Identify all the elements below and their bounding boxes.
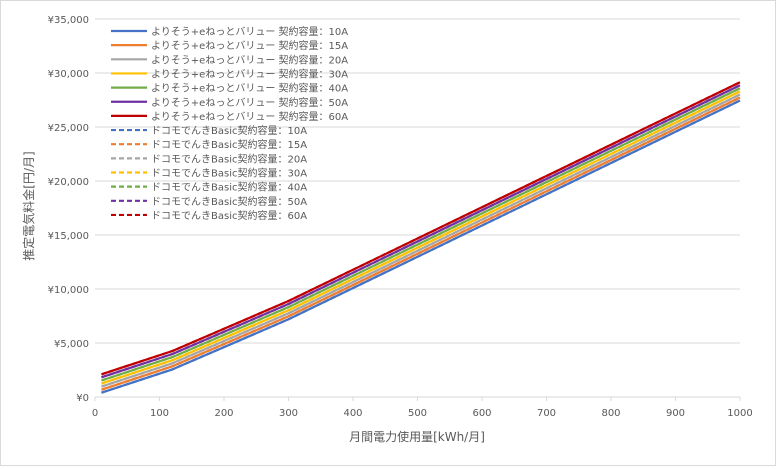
series-line-13 bbox=[101, 84, 741, 379]
y-tick-label: ¥10,000 bbox=[48, 285, 89, 296]
x-tick-label: 900 bbox=[666, 408, 685, 419]
y-tick-label: ¥35,000 bbox=[48, 15, 89, 26]
series-lines bbox=[101, 81, 741, 394]
legend-label: ドコモでんきBasic契約容量：60A bbox=[151, 209, 307, 222]
legend-label: ドコモでんきBasic契約容量：20A bbox=[151, 152, 307, 165]
series-line-10 bbox=[101, 93, 741, 388]
x-tick-label: 200 bbox=[214, 408, 233, 419]
legend-label: ドコモでんきBasic契約容量：30A bbox=[151, 167, 307, 180]
x-axis-ticks: 0 100 200 300 400 500 600 700 800 900 1000 bbox=[92, 397, 753, 419]
legend-label: よりそう+eねっとバリュー 契約容量：50A bbox=[151, 96, 348, 109]
legend-label: よりそう+eねっとバリュー 契約容量：60A bbox=[151, 110, 348, 123]
legend-label: ドコモでんきBasic契約容量：10A bbox=[151, 124, 307, 137]
x-tick-label: 500 bbox=[408, 408, 427, 419]
y-tick-label: ¥20,000 bbox=[48, 177, 89, 188]
x-tick-label: 600 bbox=[472, 408, 491, 419]
y-tick-label: ¥0 bbox=[76, 393, 89, 404]
series-line-14 bbox=[101, 81, 741, 376]
series-line-9 bbox=[101, 96, 741, 391]
x-tick-label: 1000 bbox=[727, 408, 752, 419]
legend-label: ドコモでんきBasic契約容量：15A bbox=[151, 138, 307, 151]
series-line-11 bbox=[101, 90, 741, 385]
y-tick-label: ¥5,000 bbox=[54, 339, 89, 350]
y-tick-label: ¥25,000 bbox=[48, 123, 89, 134]
legend-label: よりそう+eねっとバリュー 契約容量：40A bbox=[151, 82, 348, 95]
legend-label: よりそう+eねっとバリュー 契約容量：30A bbox=[151, 67, 348, 80]
x-tick-label: 400 bbox=[343, 408, 362, 419]
x-axis-title: 月間電力使用量[kWh/月] bbox=[349, 429, 485, 444]
x-tick-label: 700 bbox=[537, 408, 556, 419]
legend-label: ドコモでんきBasic契約容量：40A bbox=[151, 181, 307, 194]
y-tick-label: ¥15,000 bbox=[48, 231, 89, 242]
gridlines bbox=[95, 18, 740, 344]
legend-label: ドコモでんきBasic契約容量：50A bbox=[151, 195, 307, 208]
legend-label: よりそう+eねっとバリュー 契約容量：10A bbox=[151, 25, 348, 38]
x-tick-label: 100 bbox=[150, 408, 169, 419]
series-line-12 bbox=[101, 87, 741, 382]
y-axis-title: 推定電気料金[円/月] bbox=[21, 151, 36, 260]
y-axis-ticks: ¥0 ¥5,000 ¥10,000 ¥15,000 ¥20,000 ¥25,000 ¥30,… bbox=[48, 15, 89, 404]
legend-label: よりそう+eねっとバリュー 契約容量：20A bbox=[151, 53, 348, 66]
legend-label: よりそう+eねっとバリュー 契約容量：15A bbox=[151, 39, 348, 52]
x-tick-label: 0 bbox=[92, 408, 98, 419]
y-tick-label: ¥30,000 bbox=[48, 69, 89, 80]
x-tick-label: 300 bbox=[279, 408, 298, 419]
x-tick-label: 800 bbox=[601, 408, 620, 419]
series-line-8 bbox=[101, 99, 741, 394]
